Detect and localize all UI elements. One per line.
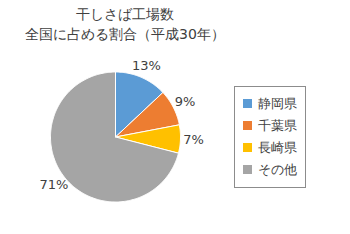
html-text:その他: その他 [258,161,297,177]
svg-text:71%: 71% [39,177,68,192]
html-text:長崎県: 長崎県 [258,139,297,155]
html-text:全国に占める割合（平成30年）: 全国に占める割合（平成30年） [25,26,225,42]
html-text:静岡県: 静岡県 [258,95,297,111]
svg-text:9%: 9% [175,94,196,109]
html-text:干しさば工場数: 干しさば工場数 [76,6,174,22]
svg-text:7%: 7% [183,132,204,147]
html-text:千葉県: 千葉県 [258,117,297,133]
svg-text:13%: 13% [132,58,161,73]
